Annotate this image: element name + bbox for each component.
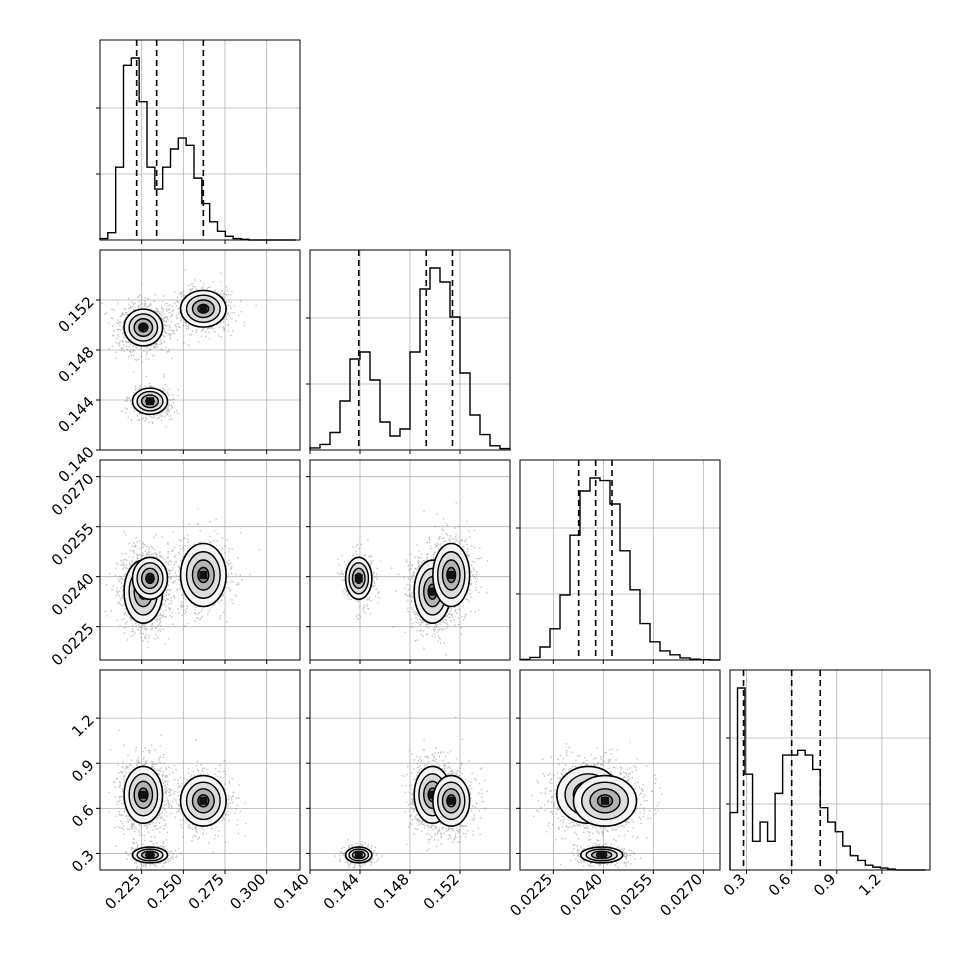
y-tick-label-p3: 0.9	[68, 756, 98, 786]
density-peak	[146, 574, 154, 583]
panel-grid-1-0	[100, 250, 300, 451]
x-tick-label-p0: 0.225	[101, 870, 144, 913]
density-peak	[199, 796, 208, 805]
y-tick-label-p2: 0.0255	[48, 520, 98, 570]
x-tick-label-p2: 0.0225	[506, 870, 556, 920]
density-peak	[428, 790, 437, 799]
scatter-p3-vs-p1	[334, 716, 488, 869]
x-tick-label-p0: 0.250	[143, 870, 186, 913]
x-tick-label-p3: 1.2	[855, 870, 885, 900]
scatter-p2-vs-p0	[104, 508, 261, 649]
panel-grid-2-1	[309, 460, 510, 660]
histogram-p1	[309, 267, 511, 450]
density-peak	[199, 304, 208, 313]
density-peak	[139, 323, 148, 332]
x-tick-label-p3: 0.9	[810, 870, 840, 900]
y-tick-label-p3: 0.3	[68, 846, 98, 876]
sample-points	[104, 508, 261, 649]
panel-grid-3-2	[520, 670, 720, 870]
x-tick-label-p2: 0.0255	[606, 870, 656, 920]
scatter-p3-vs-p0	[108, 729, 247, 870]
panel-frame-2-2	[519, 459, 721, 661]
histogram-p3	[729, 687, 926, 871]
panel-frame-3-2	[519, 669, 721, 871]
sample-points	[108, 729, 247, 870]
y-tick-label-p1: 0.148	[55, 343, 98, 386]
y-tick-label-p2: 0.0240	[48, 570, 98, 620]
x-tick-label-p1: 0.140	[270, 870, 313, 913]
panel-grid-3-0	[100, 670, 300, 870]
density-peak	[428, 587, 437, 596]
histogram-p2	[519, 477, 720, 661]
panel-frame-3-0	[99, 669, 301, 871]
y-tick-label-p2: 0.0225	[48, 620, 98, 670]
panel-frame-2-0	[99, 459, 301, 661]
x-tick-label-p2: 0.0240	[556, 870, 606, 920]
density-peak	[146, 397, 154, 406]
x-tick-label-p2: 0.0270	[656, 870, 706, 920]
density-peak	[146, 850, 154, 859]
density-peak	[597, 850, 606, 859]
x-tick-label-p0: 0.300	[226, 870, 269, 913]
x-tick-label-p1: 0.152	[420, 870, 463, 913]
panel-grid-0-0	[100, 40, 300, 240]
scatter-p2-vs-p1	[337, 502, 489, 656]
density-peak	[601, 796, 609, 805]
x-tick-label-p3: 0.3	[720, 870, 750, 900]
x-tick-label-p1: 0.148	[370, 870, 413, 913]
histogram-p0	[99, 57, 296, 241]
density-peak	[199, 571, 208, 579]
y-tick-label-p3: 0.6	[68, 801, 98, 831]
density-peak	[139, 790, 148, 799]
scatter-p1-vs-p0	[101, 269, 257, 428]
density-peak	[354, 850, 363, 859]
density-peak	[354, 574, 363, 583]
scatter-p3-vs-p2	[531, 741, 663, 870]
x-tick-label-p1: 0.144	[320, 870, 363, 913]
x-tick-label-p3: 0.6	[765, 870, 795, 900]
y-tick-label-p1: 0.152	[55, 293, 98, 336]
density-peak	[447, 571, 456, 579]
panel-grid-3-1	[309, 670, 510, 870]
y-tick-label-p3: 1.2	[68, 711, 98, 741]
sample-points	[337, 502, 489, 656]
panel-frame-0-0	[99, 39, 301, 241]
x-tick-label-p0: 0.275	[185, 870, 228, 913]
sample-points	[101, 269, 257, 428]
y-tick-label-p1: 0.144	[55, 393, 98, 436]
panel-frame-3-3	[729, 669, 931, 871]
density-peak	[447, 796, 456, 805]
